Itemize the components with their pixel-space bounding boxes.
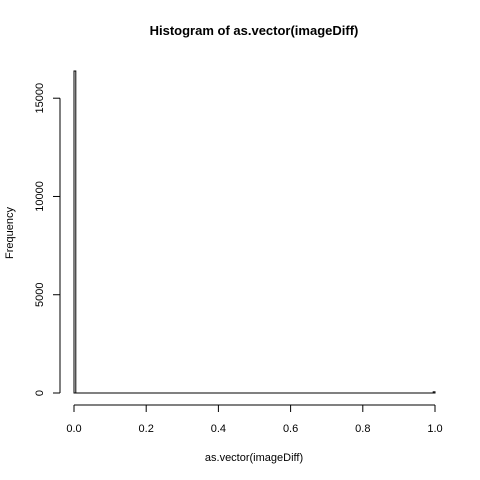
- x-tick-label-1: 0.2: [139, 423, 154, 435]
- x-axis: 0.0 0.2 0.4 0.6 0.8 1.0: [66, 404, 443, 435]
- x-tick-label-3: 0.6: [283, 423, 298, 435]
- x-tick-label-0: 0.0: [66, 423, 81, 435]
- y-tick-label-1: 5000: [34, 282, 46, 306]
- y-tick-label-3: 15000: [34, 83, 46, 114]
- x-tick-label-2: 0.4: [211, 423, 226, 435]
- x-tick-label-4: 0.8: [355, 423, 370, 435]
- x-tick-label-5: 1.0: [427, 423, 442, 435]
- histogram-bars: [73, 70, 436, 394]
- chart-title: Histogram of as.vector(imageDiff): [150, 23, 359, 38]
- y-axis: 0 5000 10000 15000: [34, 83, 61, 396]
- histogram-bar-0: [73, 70, 77, 394]
- y-tick-label-0: 0: [34, 390, 46, 396]
- y-tick-label-2: 10000: [34, 181, 46, 212]
- y-axis-label: Frequency: [4, 207, 16, 259]
- x-axis-label: as.vector(imageDiff): [205, 452, 303, 464]
